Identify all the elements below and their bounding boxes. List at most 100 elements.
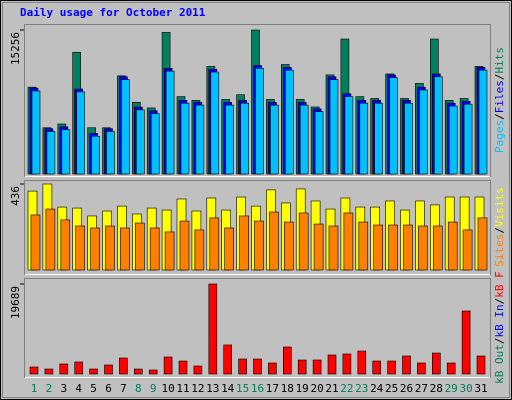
bar [253, 358, 262, 375]
bar [194, 229, 205, 271]
bar [76, 91, 85, 175]
bar [165, 70, 175, 175]
legend-entry: Pages [493, 120, 506, 153]
bar [45, 208, 56, 271]
x-tick-label: 9 [150, 382, 157, 395]
bar [344, 96, 354, 175]
legend-entry: Visits [493, 187, 506, 227]
x-tick-label: 18 [281, 382, 294, 395]
x-tick-label: 26 [400, 382, 413, 395]
bar [120, 227, 130, 271]
bar [164, 231, 175, 271]
bar [463, 103, 473, 175]
x-tick-label: 22 [340, 382, 353, 395]
bar [388, 224, 398, 271]
legend-entry: Sites [493, 234, 506, 267]
bar [255, 67, 264, 175]
bar [476, 355, 486, 375]
x-tick-label: 4 [75, 382, 82, 395]
x-tick-label: 19 [296, 382, 309, 395]
x-tick-label: 14 [221, 382, 235, 395]
bar [74, 361, 83, 375]
bar [134, 368, 143, 375]
bar [433, 76, 443, 175]
bar [238, 358, 247, 375]
bar [46, 131, 56, 175]
bar [210, 71, 220, 175]
bar [254, 220, 264, 271]
bar [448, 105, 458, 175]
bar [447, 221, 458, 271]
bar [149, 227, 160, 271]
bar [389, 77, 398, 175]
x-tick-label: 21 [325, 382, 338, 395]
bar [180, 102, 190, 175]
x-tick-label: 3 [60, 382, 67, 395]
bar [104, 364, 113, 375]
bar [178, 360, 188, 375]
y-tick-label: 15256 [9, 32, 22, 65]
bar [404, 102, 413, 175]
bar [357, 350, 367, 375]
bar [359, 102, 369, 175]
bar [327, 354, 337, 375]
bar [446, 362, 456, 375]
bar [403, 224, 413, 271]
bar [269, 211, 279, 271]
bar [284, 69, 294, 175]
chart-title: Daily usage for October 2011 [20, 6, 206, 19]
x-tick-label: 12 [191, 382, 204, 395]
bar [462, 229, 473, 271]
bar [59, 363, 69, 375]
bar [372, 360, 382, 375]
bar [342, 353, 352, 375]
x-tick-label: 17 [266, 382, 279, 395]
bar [417, 362, 426, 375]
y-tick-label: 436 [9, 186, 22, 206]
bar [298, 212, 309, 271]
bar [89, 368, 98, 375]
bar [209, 217, 220, 271]
x-tick-label: 24 [370, 382, 384, 395]
x-tick-label: 5 [90, 382, 97, 395]
bar [119, 357, 128, 375]
bar [282, 346, 292, 375]
y-tick-label: 19689 [9, 286, 22, 319]
bar [239, 215, 249, 271]
bar [208, 283, 218, 375]
x-tick-label: 2 [46, 382, 53, 395]
legend-separator: / [493, 74, 506, 81]
bar [312, 359, 322, 375]
legend-separator: / [493, 337, 506, 344]
x-tick-label: 8 [135, 382, 142, 395]
bar [106, 131, 115, 175]
bar [31, 90, 41, 175]
legend: Sites/Visits [493, 187, 506, 267]
bar [461, 310, 471, 375]
bar [299, 104, 309, 175]
legend: kB Out/kB In/kB F [493, 271, 506, 384]
legend-separator: / [493, 227, 506, 234]
bar [402, 355, 411, 375]
bar [90, 227, 100, 271]
x-tick-label: 13 [206, 382, 219, 395]
bar [75, 225, 85, 271]
bar [373, 224, 384, 271]
bar [136, 109, 145, 175]
x-tick-label: 23 [355, 382, 368, 395]
bar [163, 356, 173, 375]
bar [29, 366, 39, 375]
x-tick-label: 10 [161, 382, 174, 395]
legend-separator: / [493, 113, 506, 120]
x-tick-label: 7 [120, 382, 127, 395]
x-tick-label: 20 [310, 382, 323, 395]
x-tick-label: 15 [236, 382, 249, 395]
bar [431, 352, 441, 375]
legend: Pages/Files/Hits [493, 47, 506, 153]
legend-separator: / [493, 298, 506, 305]
legend-entry: kB Out [493, 344, 506, 384]
bar [270, 104, 279, 175]
x-tick-label: 6 [105, 382, 112, 395]
